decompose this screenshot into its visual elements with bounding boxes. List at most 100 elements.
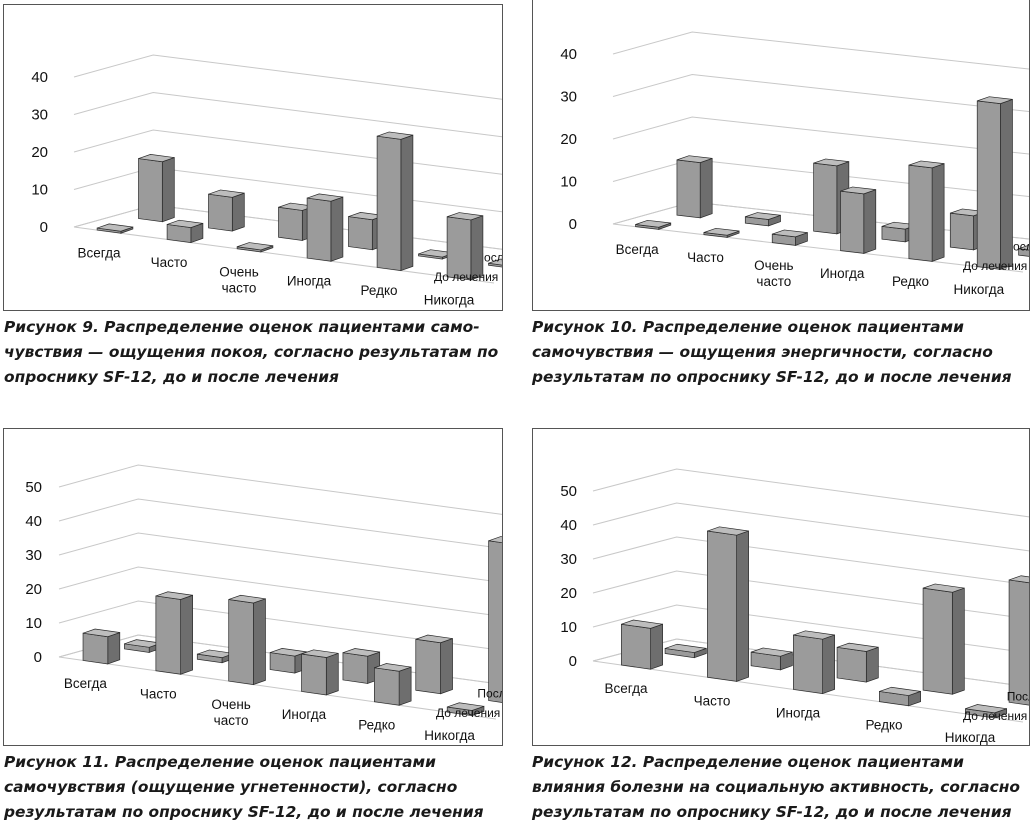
chart-2-ytick-label: 10: [25, 615, 42, 632]
chart-3-bar-posle: [922, 583, 965, 695]
chart-3-category-label: Редко: [865, 718, 902, 733]
chart-0-series-label: До лечения: [434, 270, 498, 284]
chart-2-series-label: После: [477, 687, 502, 701]
figure-11-label: Рисунок 11.: [4, 753, 110, 771]
chart-0-gridline: [73, 91, 502, 138]
chart-2-ytick-label: 40: [25, 513, 42, 530]
chart-3-ytick-label: 0: [569, 653, 577, 670]
chart-0-gridlines: [73, 54, 502, 284]
figure-11-chart-frame: 0 10 20 30 40 50 После До лечения Всегда Часто Оче…: [3, 428, 503, 746]
chart-2-series-label: До лечения: [436, 706, 500, 720]
chart-0-category-label: Очень часто: [219, 264, 259, 295]
chart-0-bar-do: [96, 223, 134, 234]
chart-2-gridline: [58, 532, 502, 583]
chart-1-bar-do: [840, 186, 877, 254]
chart-0-gridline: [73, 129, 502, 175]
chart-1-bar-posle: [676, 155, 713, 219]
figure-9-chart-frame: 010203040ПослеДо леченияВсегдаЧастоОчень…: [3, 4, 503, 311]
chart-1-bar-do: [703, 227, 740, 238]
chart-1-gridline: [612, 73, 1029, 113]
chart-3-category-label: Никогда: [945, 730, 996, 745]
chart-0-bar-do: [306, 193, 344, 262]
chart-2-svg: 0 10 20 30 40 50 После До лечения Всегда Часто Оче…: [25, 464, 502, 743]
figure-11-caption: Рисунок 11. Распределение оценок пациент…: [4, 750, 504, 825]
figure-10-caption-line-3: результатам по опроснику SF-12, до и пос…: [532, 368, 1012, 386]
figure-12-caption-line-3: результатам по опроснику SF-12, до и пос…: [532, 803, 1012, 821]
chart-2-bar-posle: [196, 649, 235, 664]
chart-2-ytick-label: 20: [25, 581, 42, 598]
chart-3-category-label: Всегда: [605, 681, 648, 696]
figure-9-label: Рисунок 9.: [4, 318, 99, 336]
chart-2-gridline: [58, 566, 502, 617]
chart-1-ytick-label: 30: [560, 89, 577, 106]
chart-1-gridline: [612, 31, 1029, 70]
figure-11-caption-line-3: результатам по опроснику SF-12, до и пос…: [4, 803, 484, 821]
chart-3-bar-do: [965, 704, 1007, 719]
chart-1-bar-do: [976, 96, 1013, 270]
figure-11-caption-text: Распределение оценок пациентами: [114, 753, 436, 771]
chart-2-bar-do: [374, 663, 412, 706]
chart-1-category-label: Очень часто: [754, 258, 794, 289]
chart-1-gridline: [612, 116, 1029, 155]
figure-10-caption: Рисунок 10. Распределение оценок пациент…: [532, 315, 1032, 390]
figure-9-caption: Рисунок 9. Распределение оценок пациента…: [4, 315, 504, 390]
figure-9-caption-line-1: Рисунок 9. Распределение оценок пациента…: [4, 315, 504, 340]
chart-0-svg: 010203040ПослеДо леченияВсегдаЧастоОчень…: [31, 54, 502, 307]
chart-0-bar-posle: [208, 189, 245, 232]
chart-2-category-label: Редко: [358, 718, 395, 733]
chart-3-bar-do: [707, 526, 749, 682]
chart-0-ytick-label: 40: [31, 69, 48, 86]
chart-1-bar-posle: [744, 212, 781, 227]
figure-10-label: Рисунок 10.: [532, 318, 638, 336]
chart-0-category-label: Часто: [151, 255, 188, 270]
chart-2-bar-do: [228, 594, 266, 686]
chart-0-gridline: [73, 54, 502, 100]
chart-3-bar-do: [621, 619, 663, 670]
chart-2-bar-do: [155, 591, 193, 675]
chart-3-ytick-label: 20: [560, 585, 577, 602]
chart-3-series-label: До лечения: [963, 709, 1027, 723]
chart-2-gridline: [58, 464, 502, 515]
chart-1-category-label: Иногда: [820, 266, 865, 281]
figure-10-caption-text: Распределение оценок пациентами: [642, 318, 964, 336]
chart-2-ytick-label: 0: [34, 649, 42, 666]
figure-9-caption-line-3: опроснику SF-12, до и после лечения: [4, 368, 339, 386]
chart-1-series-label: До лечения: [963, 259, 1027, 273]
chart-2-gridline: [58, 498, 502, 549]
chart-3-series-label: После: [1007, 690, 1029, 704]
figure-11-caption-line-2: самочувствия (ощущение угнетенности), со…: [4, 778, 458, 796]
chart-0-bar-do: [236, 242, 274, 253]
chart-0-category-label: Редко: [360, 283, 397, 298]
chart-0-ytick-label: 20: [31, 144, 48, 161]
chart-0-bar-do: [166, 219, 204, 244]
chart-0-category-label: Иногда: [287, 274, 332, 289]
chart-3-ytick-label: 40: [560, 517, 577, 534]
chart-2-bar-do: [446, 702, 485, 717]
chart-2-bar-posle: [415, 634, 453, 695]
chart-2-category-label: Часто: [140, 687, 177, 702]
chart-0-bar-do: [376, 131, 414, 272]
chart-1-category-label: Всегда: [616, 242, 659, 257]
chart-1-ytick-label: 20: [560, 131, 577, 148]
chart-3-bar-posle: [836, 642, 879, 683]
chart-0-bar-posle: [138, 154, 175, 223]
chart-3-bar-posle: [750, 647, 793, 671]
chart-3-category-label: Часто: [694, 693, 731, 708]
chart-3-ytick-label: 50: [560, 483, 577, 500]
chart-3-ytick-label: 30: [560, 551, 577, 568]
chart-0-ytick-label: 30: [31, 107, 48, 124]
figure-10-chart-frame: 010203040ПослеДо леченияВсегдаЧастоОчень…: [532, 0, 1030, 311]
chart-1-bar-do: [771, 229, 808, 246]
chart-1-bar-do: [908, 160, 945, 262]
chart-0-bar-posle: [488, 258, 502, 268]
chart-2-category-label: Никогда: [424, 728, 475, 743]
chart-1-category-label: Редко: [892, 274, 929, 289]
chart-2-ytick-label: 30: [25, 547, 42, 564]
figure-9-caption-line-2: чувствия — ощущения покоя, согласно резу…: [4, 343, 499, 361]
chart-0-ytick-label: 10: [31, 182, 48, 199]
chart-0-ytick-label: 0: [40, 219, 48, 236]
chart-3-bar-posle: [664, 643, 707, 659]
chart-2-bar-posle: [269, 648, 308, 674]
chart-1-bar-do: [635, 219, 672, 230]
chart-1-category-label: Часто: [687, 250, 724, 265]
